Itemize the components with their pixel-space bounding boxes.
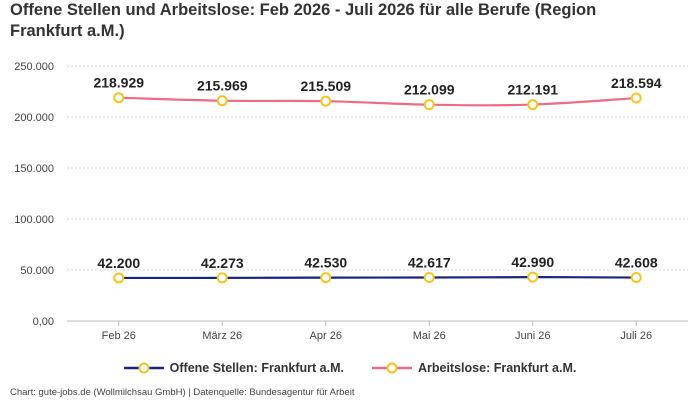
y-tick-label: 250.000 <box>14 61 54 73</box>
legend-label-offene-stellen: Offene Stellen: Frankfurt a.M. <box>169 361 344 375</box>
data-label-offene-stellen: 42.273 <box>201 255 244 271</box>
y-tick-label: 100.000 <box>14 214 54 226</box>
data-point-offene-stellen <box>527 271 539 283</box>
legend-label-arbeitslose: Arbeitslose: Frankfurt a.M. <box>417 361 577 375</box>
data-point-offene-stellen <box>320 272 332 284</box>
grid-layer <box>67 65 688 322</box>
y-tick-label: 200.000 <box>14 112 54 124</box>
y-tick-label: 150.000 <box>14 163 54 175</box>
data-point-arbeitslose <box>423 99 435 111</box>
series-layer <box>113 92 642 284</box>
x-tick-label: Feb 26 <box>102 330 136 342</box>
y-tick-label: 50.000 <box>20 265 54 277</box>
data-label-offene-stellen: 42.200 <box>97 255 140 271</box>
series-line-arbeitslose <box>118 96 637 107</box>
chart-title: Offene Stellen und Arbeitslose: Feb 2026… <box>10 1 597 40</box>
data-label-arbeitslose: 212.099 <box>404 82 455 98</box>
chart-footer: Chart: gute-jobs.de (Wollmilchsau GmbH) … <box>10 387 355 398</box>
legend-item-arbeitslose[interactable]: Arbeitslose: Frankfurt a.M. <box>371 361 577 375</box>
series-line-offene-stellen <box>118 276 637 280</box>
data-label-offene-stellen: 42.617 <box>408 255 451 271</box>
x-tick-label: Apr 26 <box>310 330 342 342</box>
data-label-offene-stellen: 42.530 <box>304 255 347 271</box>
data-label-arbeitslose: 218.929 <box>93 75 144 91</box>
data-point-offene-stellen <box>423 272 435 284</box>
data-point-arbeitslose <box>320 95 332 107</box>
legend-line-offene-stellen-icon <box>123 362 164 374</box>
legend-line-arbeitslose-icon <box>371 362 412 374</box>
x-tick-label: Mai 26 <box>413 330 446 342</box>
data-label-offene-stellen: 42.608 <box>615 255 658 271</box>
axis-layer: 0,00 50.000 100.000 150.000 200.000 250.000 Fe… <box>14 61 688 342</box>
data-point-arbeitslose <box>630 92 642 104</box>
x-tick-label: März 26 <box>202 330 242 342</box>
data-label-arbeitslose: 215.969 <box>197 78 248 94</box>
data-point-offene-stellen <box>113 272 125 284</box>
data-label-arbeitslose: 215.509 <box>300 78 351 94</box>
data-label-arbeitslose: 212.191 <box>507 82 558 98</box>
data-point-offene-stellen <box>630 272 642 284</box>
x-tick-label: Juli 26 <box>620 330 652 342</box>
data-label-offene-stellen: 42.990 <box>511 254 554 270</box>
data-point-arbeitslose <box>113 92 125 104</box>
label-layer: 42.200 42.273 42.530 42.617 42.990 42.608 218.… <box>93 75 661 271</box>
y-tick-label: 0,00 <box>33 316 54 328</box>
data-point-arbeitslose <box>216 95 228 107</box>
data-label-arbeitslose: 218.594 <box>611 75 662 91</box>
legend: Offene Stellen: Frankfurt a.M. Arbeitslo… <box>0 361 700 375</box>
data-point-arbeitslose <box>527 99 539 111</box>
data-point-offene-stellen <box>216 272 228 284</box>
legend-item-offene-stellen[interactable]: Offene Stellen: Frankfurt a.M. <box>123 361 344 375</box>
x-tick-label: Juni 26 <box>515 330 550 342</box>
